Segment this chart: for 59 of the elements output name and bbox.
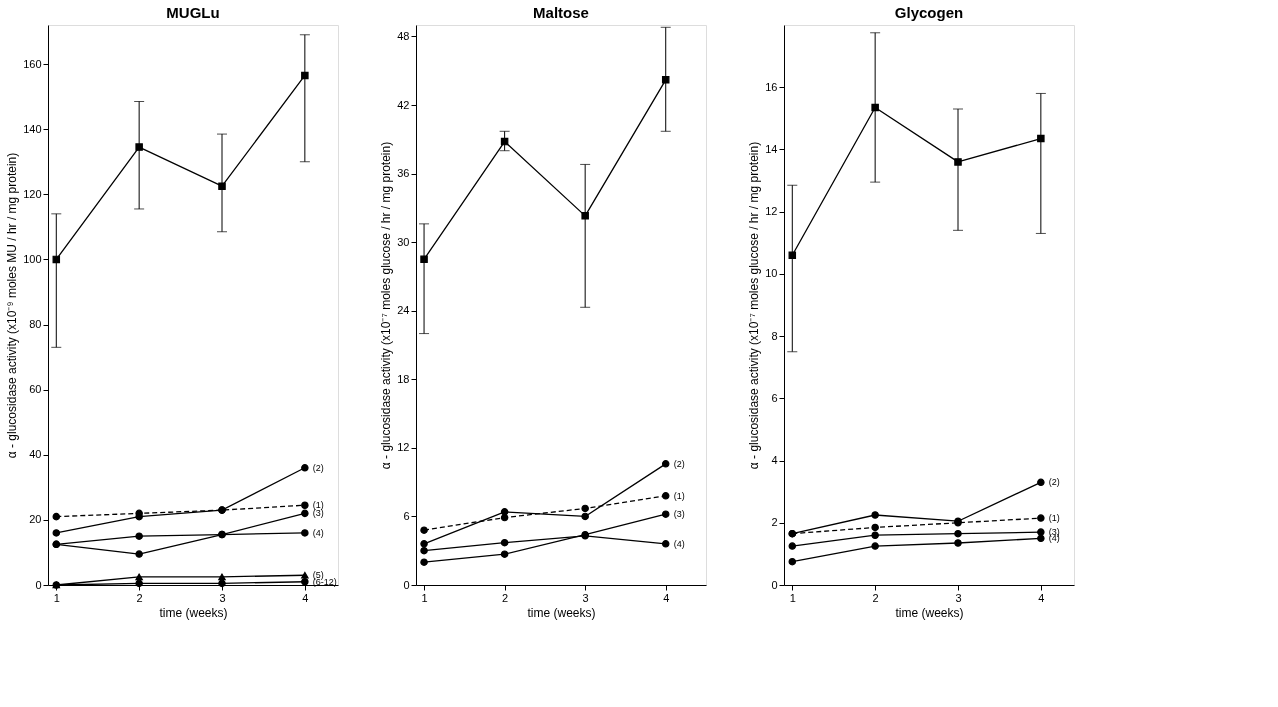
y-tick-label: 18 [397,372,410,385]
x-tick-label: 1 [789,591,796,604]
y-tick-label: 120 [23,187,42,200]
y-tick-label: 160 [23,57,42,70]
x-tick-label: 4 [302,591,309,604]
y-tick-label: 0 [771,578,778,591]
y-tick-label: 0 [403,578,410,591]
y-tick-label: 0 [35,578,42,591]
y-tick-label: 42 [397,98,410,111]
y-tick-label: 100 [23,252,42,265]
y-tick-label: 24 [397,304,410,317]
series-label: (2) [673,458,685,469]
y-tick-label: 40 [29,448,42,461]
y-tick-label: 48 [397,29,410,42]
y-tick-label: 20 [29,513,42,526]
x-tick-label: 1 [53,591,60,604]
x-axis-title: time (weeks) [527,605,596,620]
series-label: (1) [673,490,685,501]
series-label: (4) [673,538,685,549]
series-label: (3) [673,509,685,520]
y-axis-title: α - glucosidase activity (x10⁻⁷ moles glucose / hr / mg protein) [379,141,394,470]
y-tick-label: 36 [397,167,410,180]
y-tick-label: 140 [23,122,42,135]
chart-title: MUGLu [166,4,220,21]
series-label: (3) [312,508,324,519]
y-tick-label: 2 [771,516,778,529]
y-tick-label: 60 [29,383,42,396]
x-tick-label: 4 [1038,591,1045,604]
y-tick-label: 30 [397,235,410,248]
x-tick-label: 3 [582,591,589,604]
x-tick-label: 2 [136,591,143,604]
series-label: (2) [1048,477,1060,488]
series-label: (1) [1048,513,1060,524]
y-tick-label: 12 [765,205,778,218]
y-tick-label: 16 [765,80,778,93]
y-tick-label: 10 [765,267,778,280]
y-tick-label: 6 [403,509,410,522]
x-axis-title: time (weeks) [159,605,228,620]
x-tick-label: 1 [421,591,428,604]
y-tick-label: 14 [765,142,778,155]
x-axis-title: time (weeks) [895,605,964,620]
y-tick-label: 4 [771,454,778,467]
y-tick-label: 12 [397,441,410,454]
y-axis-title: α - glucosidase activity (x10⁻⁹ moles MU / hr / mg protein) [5,152,20,459]
series-label: (1) [312,500,324,511]
y-tick-label: 80 [29,318,42,331]
y-tick-label: 8 [771,329,778,342]
x-tick-label: 3 [219,591,226,604]
series-label: (2) [312,462,324,473]
x-tick-label: 3 [955,591,962,604]
series-label: (5) [312,570,324,581]
x-tick-label: 4 [663,591,670,604]
y-axis-title: α - glucosidase activity (x10⁻⁷ moles glucose / hr / mg protein) [747,141,762,470]
series-label: (4) [312,527,324,538]
y-tick-label: 6 [771,391,778,404]
chart-title: Glycogen [894,4,964,21]
x-tick-label: 2 [502,591,509,604]
chart-title: Maltose [533,4,589,21]
x-tick-label: 2 [872,591,879,604]
